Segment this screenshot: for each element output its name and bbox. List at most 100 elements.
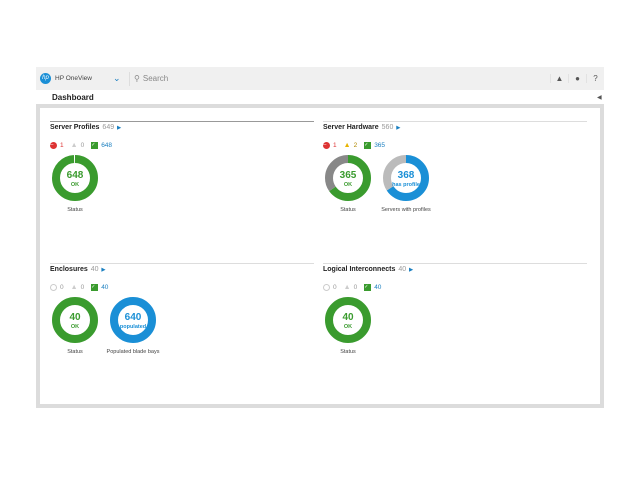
donut-subtitle: has profile — [392, 182, 420, 188]
critical-icon: – — [50, 142, 57, 149]
ok-count: 648 — [101, 142, 113, 149]
ok-check-icon: ✓ — [91, 284, 99, 291]
arrow-right-icon[interactable]: ▶ — [396, 124, 401, 131]
critical-status[interactable]: –1 — [323, 142, 337, 149]
warning-count: 2 — [353, 142, 358, 149]
donut-subtitle: OK — [71, 324, 79, 330]
critical-count: 0 — [333, 284, 337, 291]
app-name[interactable]: HP OneView — [55, 75, 92, 82]
section-title[interactable]: Server Profiles — [50, 124, 100, 131]
search-placeholder: Search — [142, 74, 169, 83]
section-logical-interconnects: Logical Interconnects 40 ▶ 0 ▲ 0 ✓ 40 40 OK … — [323, 263, 589, 355]
hp-logo-icon[interactable]: hp — [40, 73, 51, 84]
ok-check-icon: ✓ — [364, 142, 372, 149]
ok-count: 40 — [374, 284, 382, 291]
collapse-icon[interactable]: ◀ — [597, 95, 602, 101]
donut-segment — [383, 155, 429, 201]
donut-value: 40 — [342, 312, 354, 323]
search-input[interactable]: ⚲ Search — [134, 74, 550, 83]
ok-count: 365 — [374, 142, 386, 149]
donut-chart[interactable]: 40 OK Status — [323, 295, 373, 355]
critical-count: 0 — [60, 284, 64, 291]
donut-segment — [110, 297, 156, 343]
ok-status[interactable]: ✓ 648 — [91, 142, 112, 149]
section-count[interactable]: 649 — [102, 124, 115, 131]
critical-status[interactable]: 0 — [323, 284, 337, 291]
dashboard-content: Server Profiles 649 ▶ –1 ▲ 0 ✓ 648 648 OK St… — [40, 108, 600, 404]
user-icon[interactable]: ● — [568, 74, 586, 83]
top-bar: hp HP OneView ⌄ ⚲ Search ▲ ● ? — [36, 67, 604, 90]
donut-label: Servers with profiles — [381, 207, 431, 213]
donut-chart[interactable]: 40 OK Status — [50, 295, 100, 355]
section-rule — [323, 263, 587, 264]
donut-chart[interactable]: 365 OK Status — [323, 153, 373, 213]
status-summary: –1 ▲ 0 ✓ 648 — [50, 142, 316, 149]
section-count[interactable]: 40 — [90, 266, 99, 273]
status-summary: 0 ▲ 0 ✓ 40 — [50, 284, 316, 291]
donut-value: 368 — [398, 170, 415, 181]
section-enclosures: Enclosures 40 ▶ 0 ▲ 0 ✓ 40 40 OK Status 640 … — [50, 263, 316, 355]
warning-count: 0 — [80, 142, 85, 149]
divider — [129, 71, 130, 86]
section-server-hardware: Server Hardware 560 ▶ –1 ▲ 2 ✓ 365 365 OK St… — [323, 121, 589, 213]
donut-segment — [52, 155, 98, 201]
section-title[interactable]: Server Hardware — [323, 124, 379, 131]
help-icon[interactable]: ? — [586, 74, 604, 83]
donut-chart[interactable]: 640 populated Populated blade bays — [107, 295, 159, 355]
donut-segment — [325, 297, 371, 343]
donut-value: 40 — [69, 312, 81, 323]
section-server-profiles: Server Profiles 649 ▶ –1 ▲ 0 ✓ 648 648 OK St… — [50, 121, 316, 213]
ok-check-icon: ✓ — [364, 284, 372, 291]
critical-status[interactable]: –1 — [50, 142, 64, 149]
warning-status[interactable]: ▲ 2 — [344, 142, 358, 149]
chevron-down-icon[interactable]: ⌄ — [113, 73, 121, 83]
donut-value: 640 — [125, 312, 142, 323]
section-count[interactable]: 560 — [381, 124, 394, 131]
ok-status[interactable]: ✓ 365 — [364, 142, 385, 149]
ok-check-icon: ✓ — [91, 142, 99, 149]
warning-count: 0 — [353, 284, 358, 291]
bell-icon[interactable]: ▲ — [550, 74, 568, 83]
warning-status[interactable]: ▲ 0 — [71, 284, 85, 291]
ok-status[interactable]: ✓ 40 — [364, 284, 381, 291]
donut-chart[interactable]: 368 has profile Servers with profiles — [381, 153, 431, 213]
critical-count: 1 — [333, 142, 337, 149]
status-summary: –1 ▲ 2 ✓ 365 — [323, 142, 589, 149]
donut-segment — [325, 155, 371, 201]
page-title: Dashboard — [52, 93, 94, 102]
dashboard-panel: Server Profiles 649 ▶ –1 ▲ 0 ✓ 648 648 OK St… — [36, 104, 604, 408]
warning-count: 0 — [80, 284, 85, 291]
warning-status[interactable]: ▲ 0 — [71, 142, 85, 149]
warning-status[interactable]: ▲ 0 — [344, 284, 358, 291]
critical-icon — [323, 284, 330, 291]
donut-value: 648 — [67, 170, 84, 181]
donut-segment — [52, 297, 98, 343]
warning-icon: ▲ — [343, 142, 351, 149]
donut-subtitle: OK — [71, 182, 79, 188]
warning-icon: ▲ — [70, 284, 78, 291]
status-summary: 0 ▲ 0 ✓ 40 — [323, 284, 589, 291]
donut-label: Status — [67, 207, 83, 213]
arrow-right-icon[interactable]: ▶ — [101, 266, 106, 273]
section-count[interactable]: 40 — [398, 266, 407, 273]
donut-subtitle: OK — [344, 182, 352, 188]
critical-status[interactable]: 0 — [50, 284, 64, 291]
section-title[interactable]: Logical Interconnects — [323, 266, 396, 273]
warning-icon: ▲ — [70, 142, 78, 149]
arrow-right-icon[interactable]: ▶ — [117, 124, 121, 131]
donut-subtitle: populated — [120, 324, 146, 330]
ok-count: 40 — [101, 284, 109, 291]
critical-icon: – — [323, 142, 330, 149]
donut-label: Status — [340, 207, 356, 213]
section-rule — [50, 121, 314, 122]
arrow-right-icon[interactable]: ▶ — [409, 266, 414, 273]
section-rule — [50, 263, 314, 264]
section-title[interactable]: Enclosures — [50, 266, 88, 273]
donut-chart[interactable]: 648 OK Status — [50, 153, 100, 213]
critical-icon — [50, 284, 57, 291]
ok-status[interactable]: ✓ 40 — [91, 284, 108, 291]
donut-label: Status — [67, 349, 83, 355]
warning-icon: ▲ — [343, 284, 351, 291]
donut-subtitle: OK — [344, 324, 352, 330]
section-rule — [323, 121, 587, 122]
